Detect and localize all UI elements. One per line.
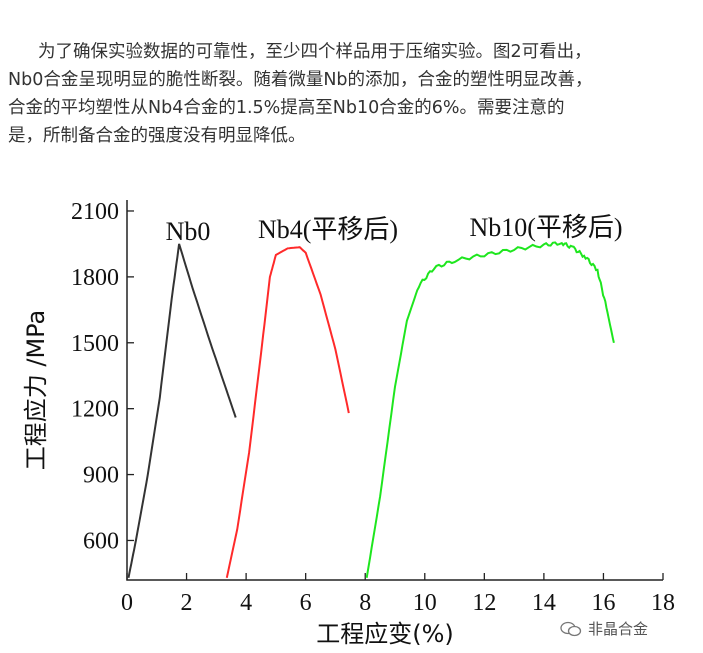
y-tick-label: 1800 xyxy=(71,265,119,291)
y-tick-label: 900 xyxy=(83,463,119,489)
series-label: Nb10(平移后) xyxy=(469,213,622,242)
x-tick-label: 16 xyxy=(591,590,615,616)
wechat-watermark: 非晶合金 xyxy=(560,618,648,639)
x-tick-label: 10 xyxy=(413,590,437,616)
x-tick-label: 4 xyxy=(240,590,252,616)
y-tick-label: 1200 xyxy=(71,397,119,423)
y-tick-label: 2100 xyxy=(71,199,119,225)
article-paragraph: 为了确保实验数据的可靠性，至少四个样品用于压缩实验。图2可看出， Nb0合金呈现… xyxy=(8,38,696,150)
x-tick-label: 0 xyxy=(121,590,133,616)
x-axis-label: 工程应变(%) xyxy=(316,620,454,648)
x-tick-label: 8 xyxy=(359,590,371,616)
series-line-0 xyxy=(127,243,237,578)
paragraph-line: 合金的平均塑性从Nb4合金的1.5%提高至Nb10合金的6%。需要注意的 xyxy=(8,98,565,118)
series-label: Nb4(平移后) xyxy=(258,215,398,244)
wechat-icon xyxy=(560,621,582,636)
x-tick-label: 2 xyxy=(181,590,193,616)
series-label: Nb0 xyxy=(166,217,211,246)
x-tick-label: 14 xyxy=(532,590,556,616)
y-tick-label: 1500 xyxy=(71,331,119,357)
paragraph-line: 是，所制备合金的强度没有明显降低。 xyxy=(8,126,306,146)
y-tick-label: 600 xyxy=(83,528,119,554)
paragraph-line: Nb0合金呈现明显的脆性断裂。随着微量Nb的添加，合金的塑性明显改善， xyxy=(8,70,593,90)
watermark-text: 非晶合金 xyxy=(588,620,649,638)
x-tick-label: 12 xyxy=(472,590,496,616)
y-axis-label: 工程应力 /MPa xyxy=(22,310,50,471)
paragraph-line: 为了确保实验数据的可靠性，至少四个样品用于压缩实验。图2可看出， xyxy=(38,42,592,62)
series-line-2 xyxy=(365,241,615,578)
series-line-1 xyxy=(225,246,350,579)
x-tick-label: 6 xyxy=(300,590,312,616)
x-tick-label: 18 xyxy=(651,590,675,616)
